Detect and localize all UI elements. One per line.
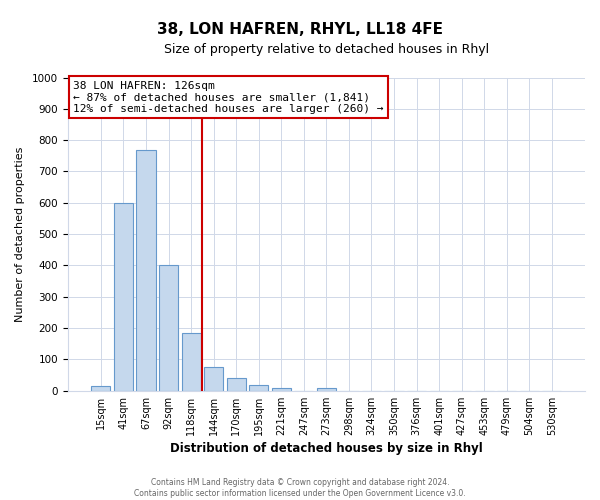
Bar xyxy=(91,386,110,391)
Bar xyxy=(159,266,178,391)
Bar xyxy=(204,368,223,391)
Bar xyxy=(249,385,268,391)
X-axis label: Distribution of detached houses by size in Rhyl: Distribution of detached houses by size … xyxy=(170,442,483,455)
Text: Contains HM Land Registry data © Crown copyright and database right 2024.
Contai: Contains HM Land Registry data © Crown c… xyxy=(134,478,466,498)
Bar xyxy=(272,388,291,391)
Text: 38, LON HAFREN, RHYL, LL18 4FE: 38, LON HAFREN, RHYL, LL18 4FE xyxy=(157,22,443,38)
Bar xyxy=(317,388,336,391)
Bar xyxy=(136,150,155,391)
Text: 38 LON HAFREN: 126sqm
← 87% of detached houses are smaller (1,841)
12% of semi-d: 38 LON HAFREN: 126sqm ← 87% of detached … xyxy=(73,80,383,114)
Y-axis label: Number of detached properties: Number of detached properties xyxy=(15,146,25,322)
Bar xyxy=(182,333,200,391)
Bar xyxy=(227,378,246,391)
Title: Size of property relative to detached houses in Rhyl: Size of property relative to detached ho… xyxy=(164,42,489,56)
Bar xyxy=(114,203,133,391)
